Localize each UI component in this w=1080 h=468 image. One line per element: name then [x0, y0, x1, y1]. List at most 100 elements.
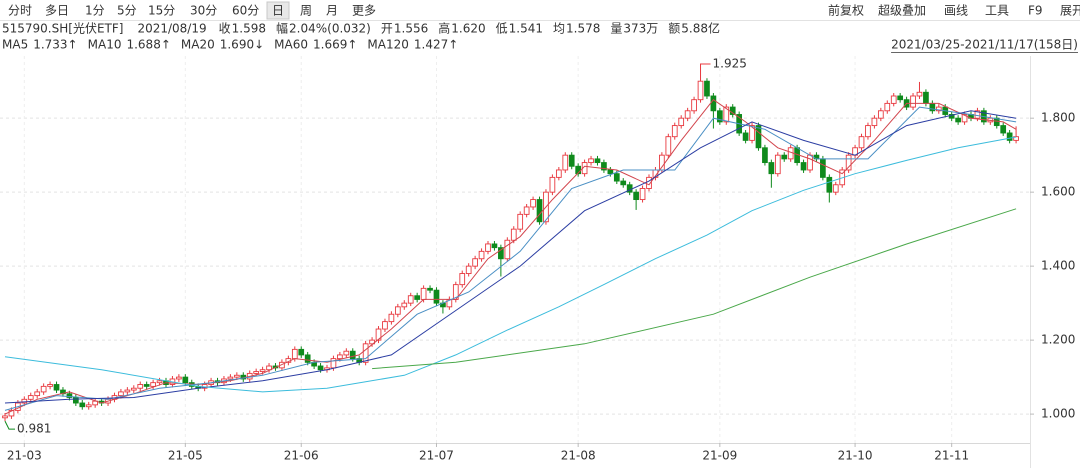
- candle-body: [633, 191, 639, 201]
- candle-body: [124, 389, 131, 393]
- candle-body: [877, 110, 884, 119]
- candle-body: [1006, 132, 1013, 141]
- y-tick-label: 1.600: [1041, 185, 1075, 199]
- tool-button[interactable]: 工具: [985, 4, 1009, 18]
- field-value: 1.541: [509, 22, 543, 36]
- period-tab[interactable]: 1分: [85, 4, 105, 18]
- candle-body: [768, 162, 775, 175]
- candle-body: [233, 374, 240, 378]
- date-range[interactable]: 2021/03/25-2021/11/17(158日): [891, 38, 1078, 52]
- annotation-leader: [4, 420, 15, 430]
- legend-value: 1.688↑: [126, 38, 170, 52]
- period-tab[interactable]: 日: [272, 4, 284, 18]
- tool-button[interactable]: 画线: [944, 4, 968, 18]
- legend-name: MA20: [181, 38, 215, 52]
- symbol: 515790.SH[光伏ETF]: [2, 22, 123, 36]
- candle-body: [79, 402, 86, 408]
- legend-name: MA120: [367, 38, 408, 52]
- candle-body: [478, 250, 485, 260]
- candle-body: [407, 295, 414, 304]
- candle-body: [536, 199, 543, 223]
- x-tick-label: 21-03: [7, 449, 42, 463]
- candle-body: [8, 409, 15, 417]
- candle-body: [845, 154, 852, 171]
- candle-body: [639, 188, 646, 201]
- candle-body: [504, 239, 511, 260]
- candle-body: [723, 106, 730, 123]
- candle-body: [620, 180, 627, 186]
- candle-body: [826, 176, 833, 193]
- period-tab[interactable]: 15分: [148, 4, 175, 18]
- candle-body: [266, 365, 272, 371]
- field-value: 1.556: [394, 22, 428, 36]
- period-tab[interactable]: 30分: [190, 4, 217, 18]
- period-tab[interactable]: 分时: [8, 4, 32, 18]
- candle-body: [510, 228, 517, 241]
- candle-body: [34, 391, 41, 397]
- period-tab[interactable]: 60分: [232, 4, 259, 18]
- candle-body: [607, 169, 614, 175]
- candle-body: [755, 125, 762, 149]
- candle-body: [935, 106, 942, 112]
- tool-button[interactable]: 展开: [1060, 4, 1080, 18]
- candle-body: [562, 154, 569, 171]
- candle-body: [916, 91, 923, 97]
- candle-body: [974, 110, 981, 119]
- y-tick-label: 1.200: [1041, 333, 1075, 347]
- candle-body: [118, 391, 124, 397]
- candle-body: [832, 184, 839, 193]
- candle-body: [568, 154, 575, 167]
- candle-body: [2, 415, 8, 419]
- candle-body: [150, 382, 156, 387]
- candle-body: [382, 321, 388, 330]
- candle-body: [291, 348, 298, 360]
- candle-body: [47, 384, 53, 387]
- tool-button[interactable]: 前复权: [828, 3, 864, 18]
- candle-body: [710, 95, 717, 112]
- candle-body: [781, 154, 788, 160]
- period-tab[interactable]: 更多: [352, 4, 376, 18]
- x-tick-label: 21-11: [934, 449, 969, 463]
- candle-body: [820, 158, 826, 178]
- candle-body: [498, 247, 504, 260]
- period-tab[interactable]: 月: [326, 4, 338, 18]
- x-tick-label: 21-06: [284, 449, 319, 463]
- candle-body: [749, 125, 755, 141]
- candle-body: [704, 80, 710, 97]
- candle-body: [948, 114, 955, 119]
- candle-body: [401, 302, 408, 308]
- legend-value: 1.733↑: [33, 38, 77, 52]
- candle-body: [588, 158, 594, 164]
- candle-body: [601, 162, 607, 171]
- period-tab[interactable]: 5分: [117, 4, 137, 18]
- candle-body: [253, 371, 260, 374]
- tool-button[interactable]: F9: [1028, 4, 1043, 18]
- candle-body: [176, 376, 182, 380]
- field-value: 5.88亿: [681, 21, 720, 36]
- candle-body: [414, 295, 421, 300]
- field-value: 1.620: [451, 22, 485, 36]
- field-label: 高: [438, 21, 450, 36]
- candle-body: [298, 348, 305, 356]
- tool-button[interactable]: 超级叠加: [878, 3, 926, 18]
- y-tick-label: 1.800: [1041, 111, 1075, 125]
- candle-body: [897, 95, 904, 101]
- candle-body: [884, 102, 891, 112]
- field-label: 均: [553, 22, 565, 36]
- selected-tab: [266, 1, 290, 20]
- candle-body: [156, 380, 163, 384]
- ma-line: [4, 106, 1017, 411]
- candle-body: [858, 136, 865, 149]
- candle-body: [259, 369, 266, 373]
- legend-name: MA5: [2, 38, 28, 52]
- legend-value: 1.427↑: [414, 38, 458, 52]
- period-tab[interactable]: 周: [300, 4, 312, 18]
- candle-body: [465, 265, 472, 274]
- period-tab[interactable]: 多日: [45, 4, 69, 18]
- candle-body: [1000, 125, 1007, 134]
- candle-body: [375, 328, 382, 341]
- legend-name: MA10: [88, 38, 122, 52]
- ma-line: [4, 99, 1017, 415]
